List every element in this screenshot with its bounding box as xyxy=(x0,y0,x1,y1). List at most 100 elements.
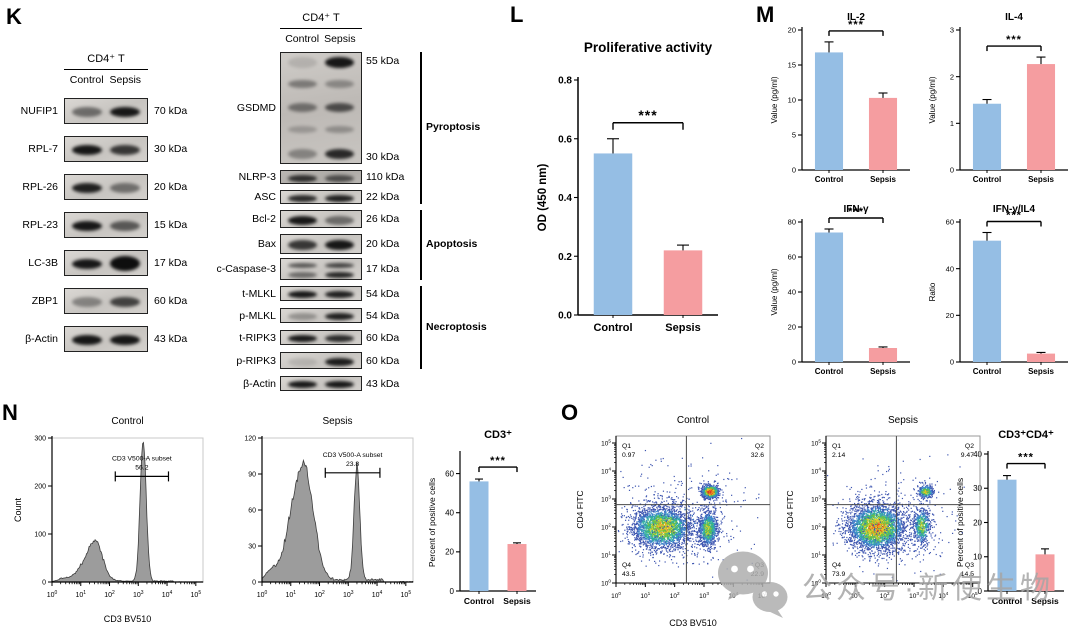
svg-text:IL-2: IL-2 xyxy=(847,12,865,23)
svg-text:90: 90 xyxy=(248,472,256,479)
svg-text:105: 105 xyxy=(401,590,412,599)
header-underline xyxy=(280,28,362,29)
pathway-bracket xyxy=(420,286,422,369)
blot-band xyxy=(325,240,354,250)
bar-chart-svg: 0 20 40 60 80 IFN-γ Value (pg/ml) Control Sepsis… xyxy=(770,204,910,376)
svg-text:0: 0 xyxy=(950,358,954,367)
svg-text:0.0: 0.0 xyxy=(558,311,572,322)
blot-band xyxy=(325,263,354,268)
protein-label: p-RIPK3 xyxy=(236,354,276,367)
blot-band xyxy=(110,221,140,231)
pathway-group-label: Apoptosis xyxy=(426,238,478,250)
blot-band xyxy=(325,313,354,320)
flow-dot-canvas xyxy=(616,436,770,583)
svg-text:15: 15 xyxy=(788,61,796,70)
protein-label: ASC xyxy=(254,191,276,203)
svg-text:Ratio: Ratio xyxy=(928,282,937,301)
blot-band xyxy=(288,357,317,366)
kda-label: 17 kDa xyxy=(154,257,188,269)
svg-text:Sepsis: Sepsis xyxy=(1031,596,1059,606)
svg-text:103: 103 xyxy=(343,590,354,599)
svg-text:80: 80 xyxy=(788,218,796,227)
svg-text:103: 103 xyxy=(133,590,144,599)
kda-label: 30 kDa xyxy=(154,143,188,155)
bar-chart-svg: 0 1 2 3 IL-4 Value (pg/ml) Control Sepsis *** xyxy=(928,12,1068,184)
svg-text:Sepsis: Sepsis xyxy=(665,322,700,334)
chart-cd3-positive: 0 20 40 60 CD3⁺ Percent of positive cells Cont… xyxy=(424,418,552,623)
pathway-group-label: Necroptosis xyxy=(426,320,487,333)
kda-label: 60 kDa xyxy=(366,354,400,367)
svg-text:102: 102 xyxy=(880,591,890,600)
svg-text:OD (450 nm): OD (450 nm) xyxy=(537,163,549,231)
svg-text:***: *** xyxy=(490,455,506,467)
lane-label-sepsis: Sepsis xyxy=(109,74,142,86)
bar-chart-svg: 0 20 40 60 CD3⁺ Percent of positive cells Cont… xyxy=(427,429,536,606)
svg-text:200: 200 xyxy=(34,484,46,491)
svg-text:103: 103 xyxy=(699,591,709,600)
svg-text:104: 104 xyxy=(162,590,173,599)
svg-text:101: 101 xyxy=(640,591,650,600)
blot-band xyxy=(72,145,102,155)
svg-text:23.8: 23.8 xyxy=(346,461,359,468)
svg-text:30: 30 xyxy=(248,544,256,551)
blot-band xyxy=(288,103,317,113)
svg-text:Control: Control xyxy=(111,416,143,427)
svg-text:CD3 V500-A subset: CD3 V500-A subset xyxy=(112,455,172,462)
kda-label: 43 kDa xyxy=(366,377,400,390)
blot-band xyxy=(288,215,317,225)
protein-label: t-MLKL xyxy=(242,287,276,300)
blot-band xyxy=(110,256,140,271)
panel-k-label: K xyxy=(6,4,22,29)
blot-band xyxy=(325,149,354,160)
svg-text:Sepsis: Sepsis xyxy=(322,416,352,427)
blot-box xyxy=(64,288,148,314)
kda-label: 54 kDa xyxy=(366,287,400,300)
svg-text:20: 20 xyxy=(445,548,454,557)
svg-text:40: 40 xyxy=(445,509,454,518)
kda-label: 55 kDa xyxy=(366,55,400,67)
flow-histogram-sepsis: Sepsis 0 30 60 90 120 100 101 102 103 104 105 CD3 V5… xyxy=(220,410,425,628)
svg-text:101: 101 xyxy=(811,551,821,560)
svg-text:102: 102 xyxy=(601,523,611,532)
blot-band xyxy=(72,221,102,231)
blot-band xyxy=(72,107,102,117)
svg-text:105: 105 xyxy=(601,439,611,448)
svg-text:100: 100 xyxy=(601,579,611,588)
svg-text:101: 101 xyxy=(75,590,86,599)
flow-histogram-svg: Sepsis 0 30 60 90 120 100 101 102 103 104 105 CD3 V5… xyxy=(244,416,414,599)
blot-band xyxy=(325,357,354,366)
pathway-group-label: Pyroptosis xyxy=(426,121,481,133)
svg-text:20: 20 xyxy=(788,323,796,332)
protein-label: RPL-26 xyxy=(22,181,58,193)
blot-band xyxy=(325,174,354,182)
blot-band xyxy=(325,335,354,342)
blot-band xyxy=(288,272,317,278)
blot-box xyxy=(64,326,148,352)
svg-text:0: 0 xyxy=(42,580,46,587)
protein-label: NUFIP1 xyxy=(20,105,58,117)
blot-band xyxy=(288,291,317,298)
svg-text:Sepsis: Sepsis xyxy=(1028,367,1054,376)
svg-text:105: 105 xyxy=(811,439,821,448)
blot-band xyxy=(325,272,354,278)
svg-text:100: 100 xyxy=(611,591,621,600)
blot-band xyxy=(288,194,317,202)
svg-text:60: 60 xyxy=(946,218,954,227)
svg-text:Percent of positive cells: Percent of positive cells xyxy=(427,478,437,567)
svg-text:100: 100 xyxy=(47,590,58,599)
svg-text:0: 0 xyxy=(950,166,954,175)
blot-box-gsdmd xyxy=(280,52,362,164)
svg-text:103: 103 xyxy=(601,495,611,504)
svg-text:Control: Control xyxy=(464,596,494,606)
svg-text:IFN-γ/IL4: IFN-γ/IL4 xyxy=(993,204,1036,215)
protein-label: RPL-7 xyxy=(28,143,58,155)
svg-text:CD4 FITC: CD4 FITC xyxy=(785,490,795,528)
svg-text:101: 101 xyxy=(601,551,611,560)
svg-text:Count: Count xyxy=(13,498,23,523)
svg-text:40: 40 xyxy=(946,264,954,273)
chart-il4: 0 1 2 3 IL-4 Value (pg/ml) Control Sepsis *** xyxy=(924,8,1078,198)
svg-text:100: 100 xyxy=(811,579,821,588)
svg-text:120: 120 xyxy=(244,436,256,443)
svg-text:60: 60 xyxy=(248,508,256,515)
svg-text:0: 0 xyxy=(978,587,983,596)
